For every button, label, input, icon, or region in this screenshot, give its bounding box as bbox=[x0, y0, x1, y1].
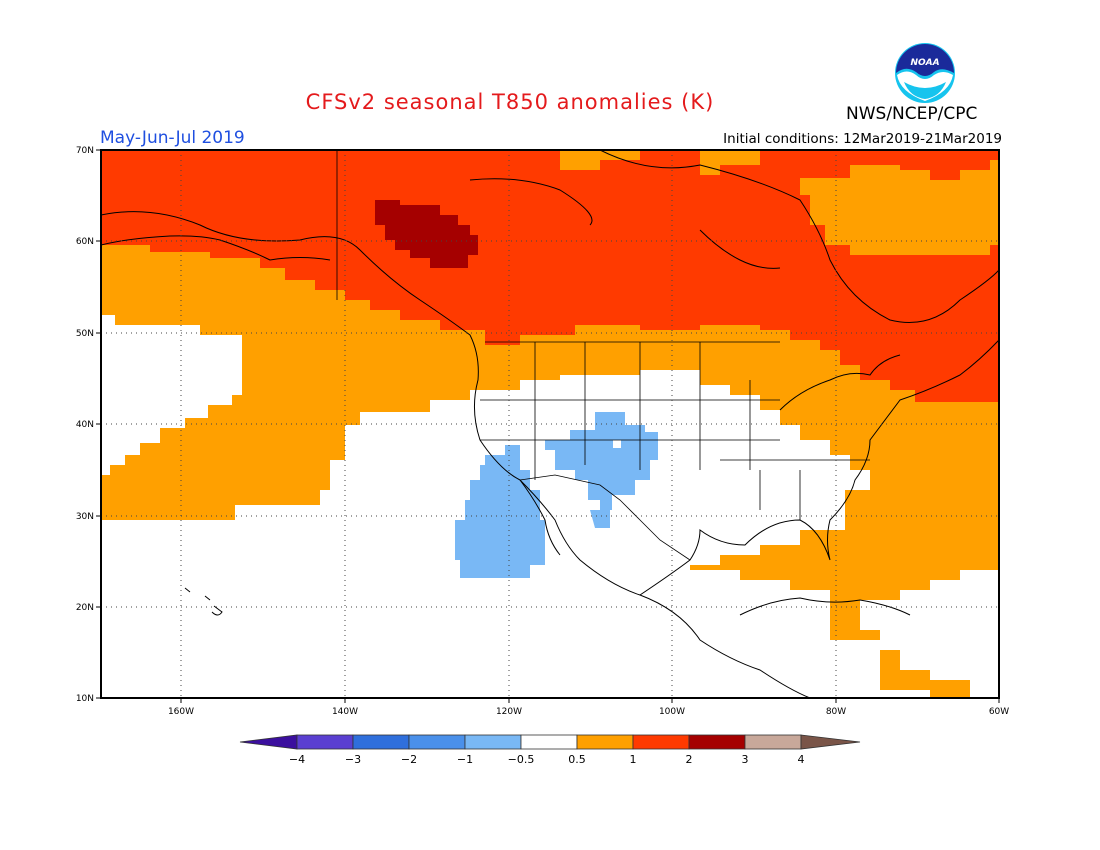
lon-label: 80W bbox=[826, 707, 846, 717]
colorbar-cell bbox=[520, 734, 578, 750]
longitude-labels: 160W 140W 120W 100W 80W 60W bbox=[168, 707, 1009, 717]
colorbar-label: 2 bbox=[686, 753, 693, 766]
colorbar-label: −0.5 bbox=[508, 753, 535, 766]
lat-label: 70N bbox=[76, 146, 94, 156]
colorbar-cell bbox=[464, 734, 522, 750]
lon-label: 100W bbox=[659, 707, 685, 717]
coastlines bbox=[101, 150, 999, 698]
lat-label: 40N bbox=[76, 420, 94, 430]
season-label: May-Jun-Jul 2019 bbox=[100, 128, 245, 148]
colorbar-label: 3 bbox=[742, 753, 749, 766]
region-blue-southwest bbox=[545, 412, 658, 510]
region-white-speck bbox=[613, 440, 621, 448]
lat-label: 50N bbox=[76, 329, 94, 339]
colorbar-cell bbox=[632, 734, 690, 750]
lat-label: 30N bbox=[76, 512, 94, 522]
map-title: CFSv2 seasonal T850 anomalies (K) bbox=[305, 90, 715, 114]
lon-label: 140W bbox=[332, 707, 358, 717]
colorbar-label: −2 bbox=[401, 753, 417, 766]
region-blue-small bbox=[590, 510, 610, 528]
lon-label: 120W bbox=[496, 707, 522, 717]
region-darkred-yukon bbox=[375, 200, 478, 268]
borders bbox=[336, 150, 870, 561]
colorbar-cell bbox=[688, 734, 746, 750]
colorbar-label: 1 bbox=[630, 753, 637, 766]
logo-text: NOAA bbox=[910, 58, 939, 68]
lon-label: 60W bbox=[989, 707, 1009, 717]
region-white-caribbean bbox=[860, 570, 999, 698]
colorbar-cell bbox=[744, 734, 802, 750]
region-red-north bbox=[101, 150, 999, 402]
region-blue-pacific bbox=[455, 445, 545, 578]
organization-label: NWS/NCEP/CPC bbox=[846, 104, 978, 124]
lon-label: 160W bbox=[168, 707, 194, 717]
region-white-central bbox=[101, 315, 242, 475]
colorbar-label: −3 bbox=[345, 753, 361, 766]
colorbar-arrow-low bbox=[239, 734, 298, 750]
colorbar-cell bbox=[408, 734, 466, 750]
latitude-labels: 70N 60N 50N 40N 30N 20N 10N bbox=[76, 146, 94, 704]
initial-conditions-label: Initial conditions: 12Mar2019-21Mar2019 bbox=[723, 131, 1002, 147]
colorbar-arrow-high bbox=[800, 734, 861, 750]
colorbar-label: −4 bbox=[289, 753, 305, 766]
lat-label: 20N bbox=[76, 603, 94, 613]
colorbar-cell bbox=[576, 734, 634, 750]
colorbar-label: 0.5 bbox=[568, 753, 586, 766]
colorbar-cell bbox=[352, 734, 410, 750]
region-orange-arctic-1 bbox=[560, 150, 640, 170]
lat-label: 10N bbox=[76, 694, 94, 704]
colorbar bbox=[239, 734, 861, 750]
colorbar-label: −1 bbox=[457, 753, 473, 766]
lat-label: 60N bbox=[76, 237, 94, 247]
colorbar-cell bbox=[296, 734, 354, 750]
colorbar-labels: −4 −3 −2 −1 −0.5 0.5 1 2 3 4 bbox=[289, 753, 805, 766]
colorbar-label: 4 bbox=[798, 753, 805, 766]
axis-ticks bbox=[96, 149, 1000, 703]
noaa-logo: NOAA bbox=[895, 43, 955, 103]
